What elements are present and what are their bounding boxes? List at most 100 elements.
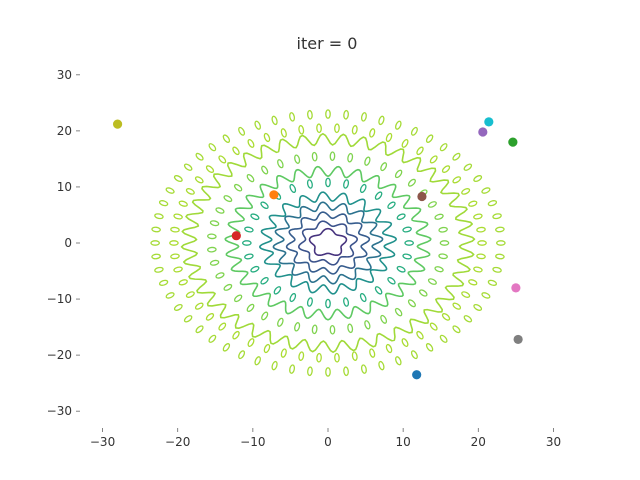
contour-level-5-blob [387,201,396,210]
contour-level-9-blob [232,330,240,340]
contour-level-9-blob [185,188,195,195]
contour-lines [150,109,506,377]
contour-level-9-blob [178,279,188,286]
contour-level-9-blob [316,123,322,134]
contour-level-10-blob [395,356,402,366]
contour-level-3 [272,201,384,285]
contour-level-10-blob [208,334,217,343]
contour-level-10-blob [473,175,483,183]
contour-level-10-blob [183,315,193,323]
contour-level-9-blob [316,352,322,363]
contour-level-7-blob [207,233,217,240]
contour-level-7-blob [207,246,217,253]
contour-level-7-blob [347,323,354,334]
contour-level-9-blob [351,125,358,135]
contour-level-7-blob [294,322,301,332]
contour-level-10-blob [158,200,169,207]
scatter-point-8 [112,119,123,129]
contour-level-10-blob [496,240,506,246]
contour-level-9-blob [178,200,188,207]
x-tick-label: 0 [324,435,332,449]
contour-level-5-blob [306,179,313,189]
contour-level-7-blob [246,174,255,183]
contour-level-5-blob [402,226,412,233]
contour-level-5-blob [404,240,415,246]
scatter-point-2 [508,137,518,147]
contour-level-5-blob [396,213,406,221]
contour-level-9-blob [429,322,438,331]
y-tick-label: −10 [47,292,72,306]
contour-level-9-blob [452,176,462,184]
contour-level-7-blob [311,324,318,335]
contour-level-10-blob [395,120,402,130]
contour-level-9-blob [334,123,340,134]
contour-level-9-blob [416,146,424,156]
contour-level-10-blob [307,109,313,120]
contour-level-9-blob [280,128,287,138]
contour-level-10-blob [195,152,204,161]
contour-level-9-blob [401,139,409,148]
scatter-point-0 [412,370,422,380]
contour-level-7-blob [209,220,220,227]
x-axis: −30 −20 −10 0 10 20 30 [90,428,561,449]
contour-level-5-blob [387,276,396,285]
contour-level-10-blob [360,364,367,374]
contour-level-7-blob [394,169,403,179]
contour-level-5-blob [273,286,282,295]
contour-level-9-blob [476,226,486,233]
contour-level-4 [259,191,397,295]
scatter-point-4 [478,127,488,137]
contour-level-5-blob [343,179,350,189]
scatter-point-6 [511,283,521,293]
contour-level-9-blob [218,322,227,331]
contour-level-7-blob [223,283,233,291]
contour-level-7-blob [364,320,371,330]
contour-level-10-blob [165,187,175,194]
contour-level-9-blob [218,155,227,164]
contour-level-10-blob [307,366,313,377]
contour-level-1 [298,220,358,266]
contour-level-9-blob [173,213,183,220]
contour-level-10-blob [495,253,505,260]
contour-level-10-blob [325,109,331,119]
contour-level-9-blob [452,302,462,310]
contour-level-7-blob [347,152,354,163]
contour-level-10-blob [289,112,296,122]
contour-level-5-blob [396,265,406,273]
contour-level-10-blob [183,163,193,171]
contour-level-9-blob [232,146,240,156]
contour-level-10-blob [378,115,385,126]
contour-level-9-blob [401,338,409,347]
contour-level-5-blob [244,226,254,233]
contour-level-10-blob [481,292,491,299]
contour-level-6 [224,165,432,321]
contour-level-10-blob [452,325,461,334]
chart-title: iter = 0 [297,34,358,53]
contour-level-5-blob [244,253,254,260]
contour-level-9-blob [205,165,215,173]
x-tick-label: −10 [240,435,265,449]
x-tick-label: 30 [546,435,561,449]
contour-level-10-blob [165,292,175,299]
contour-level-9-blob [385,132,393,143]
contour-level-9-blob [205,313,215,321]
contour-level-7-blob [311,151,318,162]
contour-level-10-blob [254,120,261,130]
contour-level-7-blob [418,289,428,297]
contour-level-7-blob [364,156,371,166]
contour-level-9-blob [247,139,255,148]
contour-level-9-blob [473,213,483,220]
contour-level-10-blob [439,334,448,343]
contour-level-10-blob [481,187,491,194]
contour-level-7-blob [380,314,388,324]
contour-level-9-blob [441,313,451,321]
scatter-point-1 [269,190,279,200]
contour-level-5-blob [260,201,269,210]
contour-level-9-blob [369,348,376,358]
x-tick-label: −20 [165,435,190,449]
contour-level-7-blob [277,159,284,169]
contour-level-10-blob [151,253,161,260]
contour-level-10-blob [463,315,473,323]
contour-level-10-blob [473,303,483,311]
contour-level-7-blob [261,165,269,175]
